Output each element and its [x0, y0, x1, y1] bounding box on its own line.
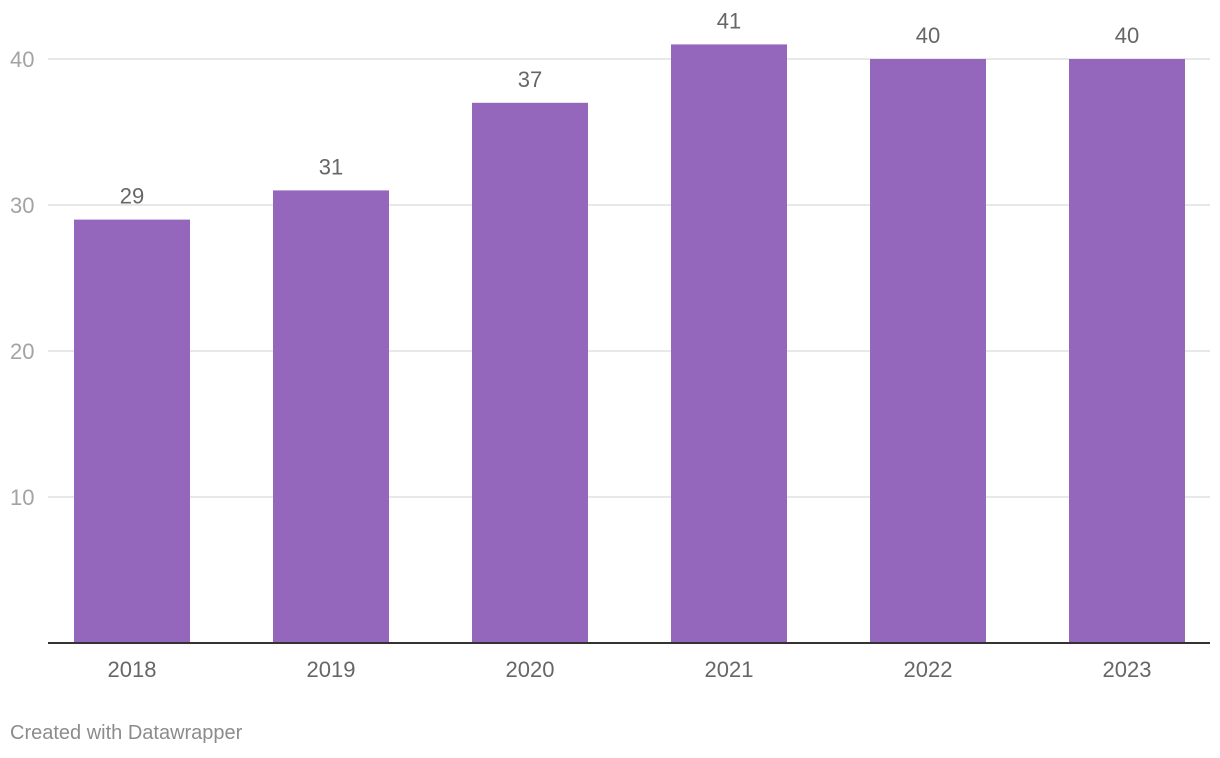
y-tick-label: 20 [10, 339, 34, 364]
x-tick-label: 2023 [1103, 657, 1152, 682]
x-tick-label: 2022 [904, 657, 953, 682]
data-label-2023: 40 [1115, 23, 1139, 48]
gridlines [48, 58, 1210, 498]
data-label-2020: 37 [518, 67, 542, 92]
data-labels: 29 31 37 41 40 40 [120, 8, 1139, 208]
bar-2019 [273, 190, 389, 643]
x-tick-label: 2021 [705, 657, 754, 682]
credit-text: Created with Datawrapper [10, 722, 243, 744]
x-tick-label: 2020 [506, 657, 555, 682]
data-label-2021: 41 [717, 8, 741, 33]
bar-2023 [1069, 59, 1185, 643]
y-tick-label: 10 [10, 485, 34, 510]
bar-2020 [472, 102, 588, 644]
y-tick-label: 40 [10, 47, 34, 72]
bars [74, 44, 1185, 644]
y-tick-label: 30 [10, 193, 34, 218]
data-label-2022: 40 [916, 23, 940, 48]
x-axis-ticks: 2018 2019 2020 2021 2022 2023 [108, 657, 1152, 682]
y-axis-ticks: 10 20 30 40 [10, 47, 34, 510]
bar-2021 [671, 44, 787, 643]
data-label-2018: 29 [120, 184, 144, 209]
bar-2018 [74, 219, 190, 643]
data-label-2019: 31 [319, 154, 343, 179]
x-tick-label: 2019 [307, 657, 356, 682]
x-tick-label: 2018 [108, 657, 157, 682]
bar-2022 [870, 59, 986, 643]
